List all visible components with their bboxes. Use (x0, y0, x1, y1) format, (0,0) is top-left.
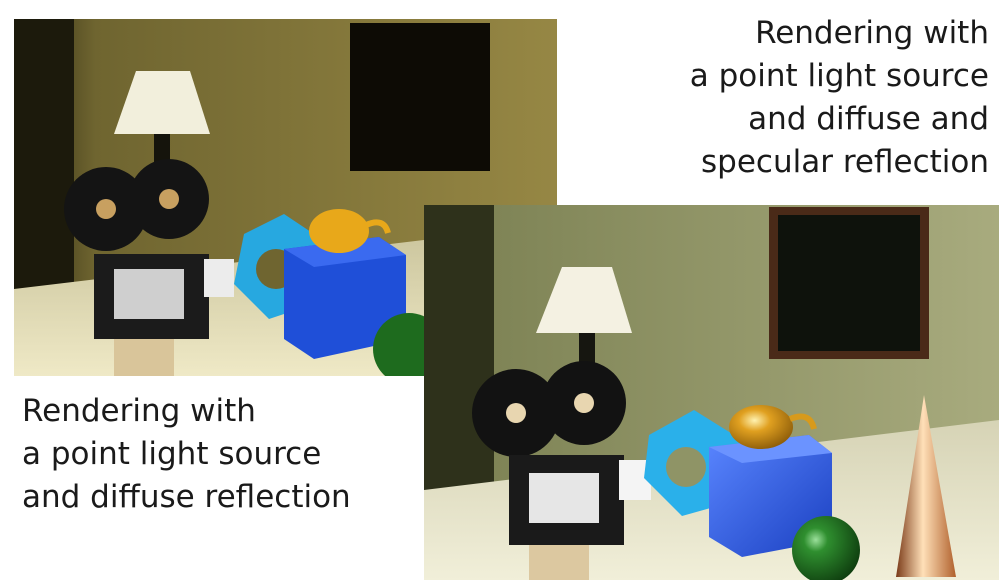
rendering-specular-image (424, 205, 999, 580)
caption-line: a point light source (689, 58, 989, 94)
caption-line: and diffuse and (748, 101, 989, 137)
caption-line: Rendering with (22, 393, 256, 429)
caption-diffuse: Rendering with a point light source and … (22, 390, 402, 519)
caption-line: specular reflection (701, 144, 989, 180)
caption-line: Rendering with (755, 15, 989, 51)
caption-line: and diffuse reflection (22, 479, 351, 515)
caption-specular: Rendering with a point light source and … (569, 12, 989, 184)
caption-line: a point light source (22, 436, 322, 472)
